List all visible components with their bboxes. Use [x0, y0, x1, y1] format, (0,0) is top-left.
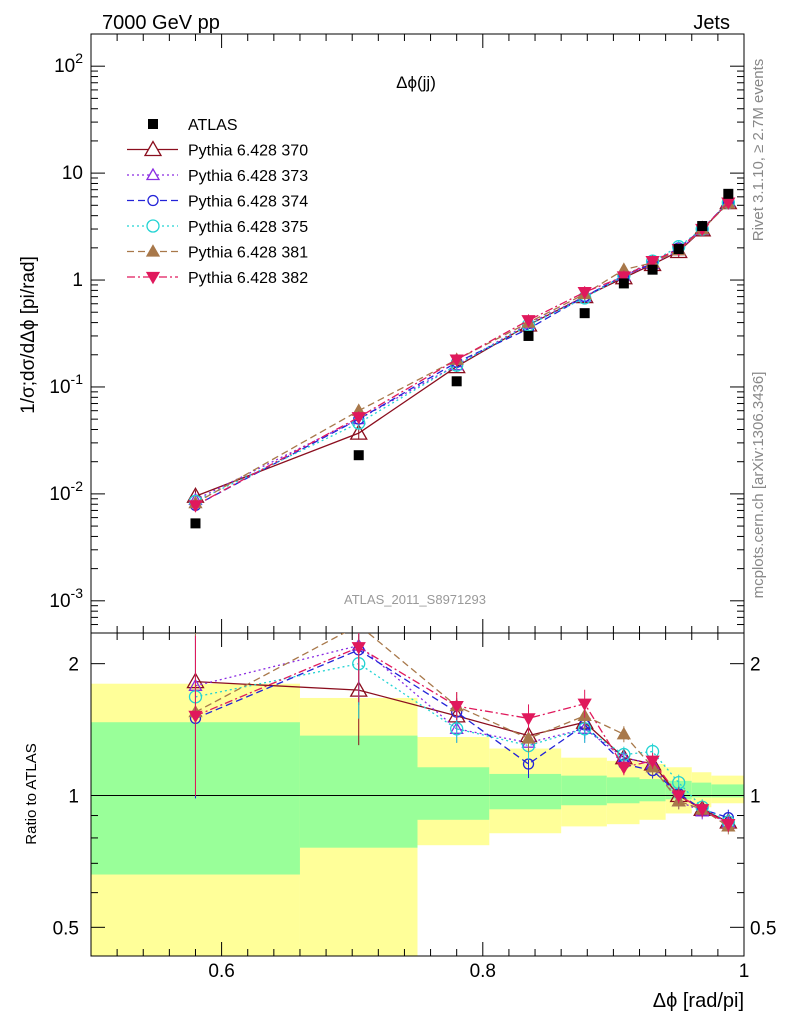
main-y-tick-label: 10-1	[49, 371, 83, 398]
ratio-data-point	[351, 642, 366, 655]
legend-marker	[145, 244, 161, 257]
ratio-data-point	[521, 731, 536, 744]
ratio-y-tick-label-right: 1	[750, 786, 761, 807]
atlas-data-point	[723, 188, 734, 199]
ratio-series-group	[186, 619, 738, 835]
legend-atlas-marker	[148, 119, 158, 129]
atlas-data-point	[647, 264, 658, 275]
main-plot-title: Δϕ(jj)	[396, 73, 436, 92]
x-tick-label: 0.6	[208, 961, 234, 982]
main-y-tick-label: 102	[54, 50, 83, 77]
atlas-data-point	[673, 244, 684, 255]
main-y-tick-label: 10-3	[49, 585, 83, 612]
ratio-series-line	[195, 646, 729, 825]
analysis-watermark: ATLAS_2011_S8971293	[344, 592, 486, 607]
main-y-tick-label: 10-2	[49, 478, 83, 505]
ratio-data-point	[449, 700, 464, 714]
green-band-segment	[691, 782, 712, 798]
ratio-data-point	[450, 722, 464, 736]
rivet-version-label: Rivet 3.1.10, ≥ 2.7M events	[750, 59, 767, 242]
ratio-data-point	[617, 747, 631, 762]
legend-label: Pythia 6.428 382	[188, 270, 308, 287]
green-band-segment	[299, 735, 418, 848]
atlas-data-point	[523, 330, 534, 341]
ratio-data-point	[616, 726, 631, 740]
ratio-data-point	[671, 790, 686, 803]
x-axis-label: Δϕ [rad/pi]	[653, 990, 744, 1012]
green-band-segment	[489, 773, 562, 810]
legend-marker	[143, 140, 163, 157]
x-tick-label: 1	[739, 961, 750, 982]
ratio-data-point	[521, 713, 536, 726]
ratio-data-point	[721, 819, 736, 832]
main-data-point	[645, 256, 660, 269]
ratio-data-point	[577, 698, 592, 712]
atlas-data-point	[190, 518, 201, 529]
main-data-point	[616, 271, 631, 284]
ratio-series-line	[195, 633, 729, 827]
ratio-plot-frame	[90, 632, 745, 957]
legend-label: Pythia 6.428 373	[188, 168, 308, 185]
mcplots-label: mcplots.cern.ch [arXiv:1306.3436]	[750, 372, 767, 599]
series-layer	[186, 188, 738, 835]
ratio-y-tick-label-right: 2	[750, 655, 761, 676]
ratio-y-tick-label: 0.5	[53, 918, 79, 939]
green-band-segment	[561, 775, 607, 806]
atlas-data-point	[697, 221, 708, 232]
main-series-line	[195, 202, 729, 503]
green-band-segment	[711, 784, 744, 798]
atlas-data-point	[451, 376, 462, 387]
ratio-y-axis-label: Ratio to ATLAS	[23, 743, 40, 844]
green-band-segment	[417, 767, 490, 820]
ratio-y-tick-label-right: 0.5	[750, 918, 776, 939]
legend-label: Pythia 6.428 375	[188, 219, 308, 236]
legend-marker	[145, 167, 161, 181]
legend-label: Pythia 6.428 374	[188, 194, 308, 211]
legend-label: Pythia 6.428 370	[188, 143, 308, 160]
ratio-series-line	[195, 662, 729, 823]
ratio-data-point	[522, 758, 535, 770]
ratio-data-point	[645, 755, 660, 769]
main-data-point	[351, 412, 366, 425]
atlas-data-point	[353, 450, 364, 461]
main-y-tick-label: 1	[72, 270, 83, 291]
main-y-axis-label: 1/σ;dσ/dΔϕ [pi/rad]	[18, 256, 39, 414]
main-y-tick-label: 10	[62, 163, 83, 184]
x-tick-label: 0.8	[470, 961, 496, 982]
main-data-point	[188, 500, 203, 513]
legend-marker	[147, 194, 159, 207]
ratio-y-tick-label: 1	[68, 786, 79, 807]
ratio-data-point	[353, 619, 365, 630]
header-right: Jets	[693, 12, 730, 34]
atlas-data-point	[579, 308, 590, 319]
main-data-point	[349, 423, 368, 440]
atlas-data-point	[618, 278, 629, 289]
legend-marker	[146, 219, 160, 233]
legend-label: Pythia 6.428 381	[188, 245, 308, 262]
main-data-point	[577, 287, 592, 300]
header-left: 7000 GeV pp	[102, 12, 220, 34]
legend-label: ATLAS	[188, 117, 238, 134]
ratio-series-line	[195, 649, 729, 819]
main-data-point	[521, 315, 536, 328]
ratio-y-tick-label: 2	[68, 655, 79, 676]
legend-marker	[145, 271, 161, 285]
ratio-data-point	[188, 710, 203, 724]
main-data-point	[449, 354, 464, 367]
ratio-data-point	[616, 762, 631, 775]
legend: ATLAS Pythia 6.428 370 Pythia 6.428 373 Pyt…	[127, 117, 308, 287]
ratio-bands-layer	[91, 683, 744, 956]
green-band-segment	[639, 779, 666, 802]
ratio-data-point	[672, 775, 686, 790]
ratio-data-point	[695, 804, 710, 817]
green-band-segment	[606, 777, 640, 804]
main-series-line	[195, 202, 729, 506]
